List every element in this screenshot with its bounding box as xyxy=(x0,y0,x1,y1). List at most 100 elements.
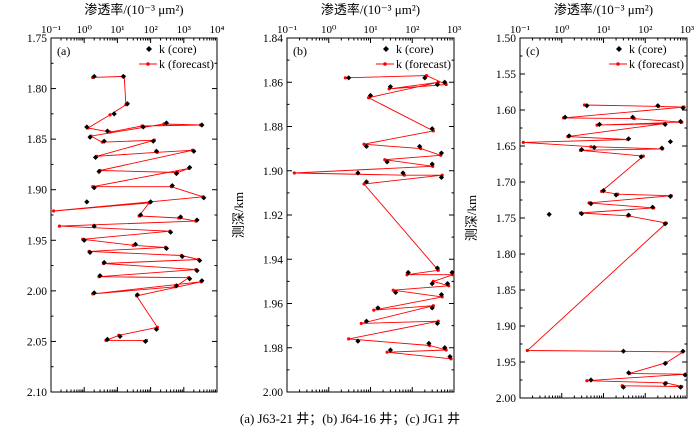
y-tick-label: 1.95 xyxy=(496,357,516,369)
figure-caption: (a) J63-21 井；(b) J64-16 井；(c) JG1 井 xyxy=(239,411,461,426)
core-point xyxy=(591,144,597,151)
core-point xyxy=(584,103,590,109)
core-point xyxy=(367,92,374,99)
core-point xyxy=(148,199,154,205)
forecast-point xyxy=(383,158,387,162)
core-point xyxy=(562,114,568,120)
core-point xyxy=(169,183,175,189)
core-point xyxy=(655,103,661,109)
panel-label: (c) xyxy=(526,44,539,58)
y-tick-label: 1.96 xyxy=(263,299,283,311)
core-point xyxy=(87,249,93,256)
core-point xyxy=(579,211,585,217)
core-point xyxy=(626,370,632,376)
forecast-point xyxy=(362,142,366,146)
core-point xyxy=(363,143,370,150)
y-tick-label: 1.92 xyxy=(263,210,283,222)
core-point xyxy=(91,185,97,191)
core-point xyxy=(596,121,603,127)
legend-core-label: k (core) xyxy=(629,42,667,56)
core-point xyxy=(177,214,184,220)
core-point xyxy=(120,73,126,80)
forecast-point xyxy=(57,224,62,228)
core-point xyxy=(97,273,103,279)
y-tick-label: 1.50 xyxy=(496,33,516,45)
core-point xyxy=(434,320,440,327)
core-point xyxy=(638,154,644,160)
core-point xyxy=(117,333,123,339)
core-point xyxy=(434,265,440,271)
core-point xyxy=(442,345,448,351)
core-point xyxy=(199,278,205,284)
core-point xyxy=(662,121,668,127)
core-point xyxy=(355,170,361,176)
core-point xyxy=(682,372,688,378)
core-point xyxy=(91,290,97,296)
core-point xyxy=(201,195,207,201)
core-point xyxy=(447,354,453,360)
forecast-point xyxy=(292,171,296,175)
core-point xyxy=(546,211,552,217)
x-tick-label: 10¹ xyxy=(363,24,377,36)
y-axis-label: 测深/km xyxy=(231,192,246,238)
x-tick-label: 10⁰ xyxy=(76,24,92,36)
x-tick-label: 10⁻¹ xyxy=(510,24,530,36)
plot-frame xyxy=(50,37,218,393)
core-point xyxy=(387,84,394,90)
x-tick-label: 10³ xyxy=(680,24,695,36)
core-point xyxy=(667,139,673,145)
core-point xyxy=(163,245,170,251)
core-point xyxy=(167,229,174,235)
core-point xyxy=(163,120,170,126)
x-tick-label: 10⁻¹ xyxy=(277,24,297,36)
core-point xyxy=(620,384,627,390)
core-point xyxy=(179,253,185,260)
chart-panel-3: 10⁻¹ 10⁰ 10¹ 10² 10³ 渗透率/(10⁻³ μm²) 1.50 1.55 1.… xyxy=(464,2,695,405)
x-tick-label: 10¹ xyxy=(596,24,610,36)
core-point xyxy=(96,168,102,175)
core-point xyxy=(187,276,193,282)
y-tick-label: 1.95 xyxy=(27,235,47,247)
core-point xyxy=(91,223,97,229)
core-point xyxy=(626,136,632,142)
core-point xyxy=(434,81,440,88)
y-tick-label: 1.90 xyxy=(27,185,47,197)
core-point xyxy=(92,154,99,160)
core-point xyxy=(667,193,673,199)
core-point xyxy=(84,199,90,205)
y-tick-label: 1.84 xyxy=(263,33,283,45)
panel-label: (b) xyxy=(293,44,307,58)
legend-core-label: k (core) xyxy=(159,42,197,56)
core-point xyxy=(588,377,594,383)
core-point xyxy=(662,381,668,387)
core-point xyxy=(194,217,200,223)
legend-forecast-label: k (forecast) xyxy=(159,57,214,71)
x-axis-label: 渗透率/(10⁻³ μm²) xyxy=(554,2,653,17)
core-point xyxy=(153,326,160,332)
core-point xyxy=(417,143,423,150)
core-point xyxy=(393,289,399,296)
core-point xyxy=(375,305,381,311)
core-point xyxy=(429,280,435,287)
core-point xyxy=(346,75,352,81)
x-axis-label: 渗透率/(10⁻³ μm²) xyxy=(84,2,183,17)
core-point xyxy=(613,192,619,198)
x-tick-label: 10⁰ xyxy=(554,24,570,36)
core-point xyxy=(387,347,394,353)
core-point xyxy=(650,204,656,210)
core-point xyxy=(150,138,156,144)
x-tick-label: 10² xyxy=(405,24,420,36)
forecast-point xyxy=(391,288,395,292)
chart-panel-1: 10⁻¹ 10⁰ 10¹ 10² 10³ 10⁴ 渗透率/(10⁻³ μm²) 1.75 1.8… xyxy=(27,2,225,399)
core-point xyxy=(134,292,140,298)
y-tick-label: 1.80 xyxy=(496,249,516,261)
x-tick-label: 10⁰ xyxy=(321,24,337,36)
forecast-point xyxy=(585,379,589,383)
y-tick-label: 1.94 xyxy=(263,254,283,266)
y-axis-label: 测深/km xyxy=(464,195,479,241)
legend-forecast-label: k (forecast) xyxy=(396,57,451,71)
core-point xyxy=(101,259,107,266)
core-point xyxy=(620,348,627,354)
y-tick-label: 1.90 xyxy=(496,321,516,333)
core-point xyxy=(579,147,585,153)
